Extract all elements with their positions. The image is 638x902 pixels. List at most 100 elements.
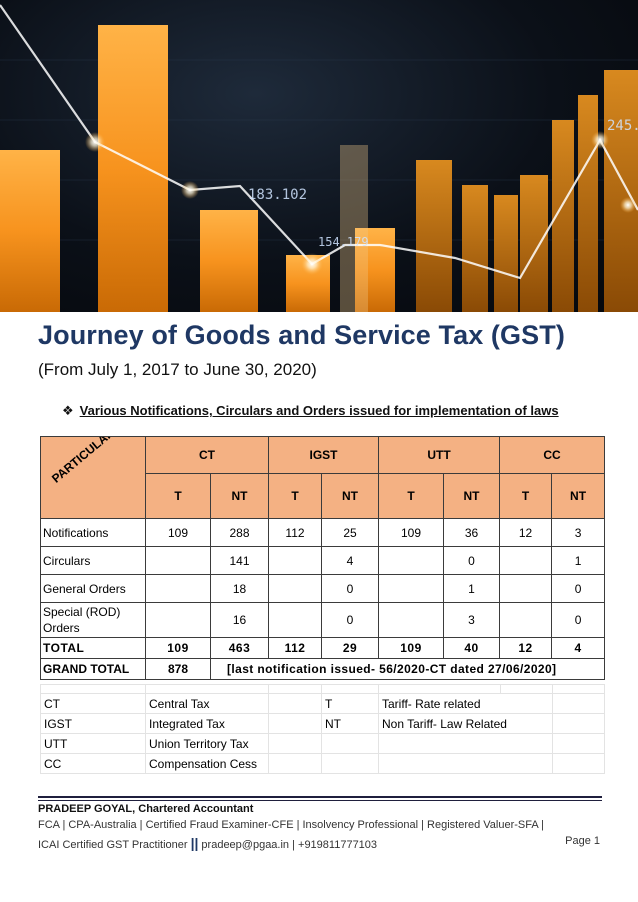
legend-meaning: Non Tariff- Law Related xyxy=(379,714,553,734)
row-label: Notifications xyxy=(41,519,146,547)
sub-header-cell: NT xyxy=(211,474,269,519)
hero-readout-2: 154.179 xyxy=(318,235,369,249)
table-cell: 0 xyxy=(444,547,500,575)
table-cell: 3 xyxy=(552,519,605,547)
legend-abbr: IGST xyxy=(41,714,146,734)
legend-abbr xyxy=(322,754,379,774)
legend-row: CC Compensation Cess xyxy=(41,754,605,774)
table-row-special-orders: Special (ROD) Orders 16 0 3 0 xyxy=(41,603,605,638)
table-cell: 16 xyxy=(211,603,269,638)
table-cell: 40 xyxy=(444,638,500,659)
table-cell xyxy=(146,603,211,638)
author-credentials: FCA | CPA-Australia | Certified Fraud Ex… xyxy=(38,819,544,831)
particulars-label: PARTICULARS xyxy=(49,437,123,486)
table-row-circulars: Circulars 141 4 0 1 xyxy=(41,547,605,575)
legend-abbr: CT xyxy=(41,694,146,714)
group-header-ct: CT xyxy=(146,437,269,474)
table-cell: 141 xyxy=(211,547,269,575)
legend-meaning: Compensation Cess xyxy=(146,754,269,774)
sub-header-cell: T xyxy=(379,474,444,519)
page-number: Page 1 xyxy=(565,835,600,847)
footer-separator: || xyxy=(191,835,199,851)
table-cell: 4 xyxy=(552,638,605,659)
group-header-igst: IGST xyxy=(269,437,379,474)
author-contact-line: ICAI Certified GST Practitioner || pradeep… xyxy=(38,835,377,851)
table-cell: 0 xyxy=(322,603,379,638)
abbreviation-legend-table: CT Central Tax T Tariff- Rate related IG… xyxy=(40,684,605,774)
hero-banner-image: 183.102 154.179 245.5 xyxy=(0,0,638,312)
table-cell: 463 xyxy=(211,638,269,659)
table-cell xyxy=(146,575,211,603)
legend-meaning xyxy=(379,754,553,774)
table-cell: 3 xyxy=(444,603,500,638)
row-label: General Orders xyxy=(41,575,146,603)
table-row-general-orders: General Orders 18 0 1 0 xyxy=(41,575,605,603)
legend-meaning xyxy=(379,734,553,754)
author-contact: pradeep@pgaa.in | +919811777103 xyxy=(201,839,377,851)
table-cell xyxy=(269,547,322,575)
legend-meaning: Central Tax xyxy=(146,694,269,714)
table-cell: 1 xyxy=(552,547,605,575)
table-cell: 109 xyxy=(146,638,211,659)
table-cell: 109 xyxy=(379,638,444,659)
diamond-bullet-icon: ❖ xyxy=(62,403,74,419)
legend-abbr: T xyxy=(322,694,379,714)
footer-divider xyxy=(38,800,602,801)
table-cell: 0 xyxy=(552,575,605,603)
legend-abbr: CC xyxy=(41,754,146,774)
legend-meaning: Integrated Tax xyxy=(146,714,269,734)
gst-summary-table: PARTICULARS CT IGST UTT CC T NT T NT T N… xyxy=(40,436,605,680)
sub-header-cell: NT xyxy=(444,474,500,519)
document-subtitle: (From July 1, 2017 to June 30, 2020) xyxy=(38,360,317,380)
table-cell: 36 xyxy=(444,519,500,547)
row-label: Circulars xyxy=(41,547,146,575)
table-cell xyxy=(379,547,444,575)
section-heading-text: Various Notifications, Circulars and Ord… xyxy=(80,403,559,418)
table-cell: 0 xyxy=(322,575,379,603)
table-cell: 109 xyxy=(379,519,444,547)
table-cell xyxy=(379,575,444,603)
table-cell xyxy=(146,547,211,575)
sub-header-cell: T xyxy=(500,474,552,519)
table-cell xyxy=(269,575,322,603)
table-cell xyxy=(500,575,552,603)
sub-header-cell: NT xyxy=(322,474,379,519)
table-cell: 12 xyxy=(500,519,552,547)
table-cell xyxy=(500,547,552,575)
grand-total-value: 878 xyxy=(146,659,211,680)
table-cell: 288 xyxy=(211,519,269,547)
table-cell: 12 xyxy=(500,638,552,659)
table-cell: 112 xyxy=(269,519,322,547)
legend-row: IGST Integrated Tax NT Non Tariff- Law R… xyxy=(41,714,605,734)
table-cell: 25 xyxy=(322,519,379,547)
sub-header-cell: NT xyxy=(552,474,605,519)
table-group-header-row: PARTICULARS CT IGST UTT CC xyxy=(41,437,605,474)
hero-chart-graphic: 183.102 154.179 245.5 xyxy=(0,0,638,312)
author-name: PRADEEP GOYAL, Chartered Accountant xyxy=(38,803,253,815)
legend-abbr: UTT xyxy=(41,734,146,754)
group-header-cc: CC xyxy=(500,437,605,474)
particulars-header-cell: PARTICULARS xyxy=(41,437,146,519)
footer-divider xyxy=(38,796,602,798)
legend-row: CT Central Tax T Tariff- Rate related xyxy=(41,694,605,714)
table-cell: 29 xyxy=(322,638,379,659)
hero-readout-3: 245.5 xyxy=(607,118,638,134)
document-title: Journey of Goods and Service Tax (GST) xyxy=(38,320,565,351)
legend-meaning: Tariff- Rate related xyxy=(379,694,553,714)
hero-readout-1: 183.102 xyxy=(248,187,307,203)
table-cell: 109 xyxy=(146,519,211,547)
table-cell: 0 xyxy=(552,603,605,638)
row-label: GRAND TOTAL xyxy=(41,659,146,680)
row-label: Special (ROD) Orders xyxy=(41,603,146,638)
table-cell xyxy=(379,603,444,638)
table-row-notifications: Notifications 109 288 112 25 109 36 12 3 xyxy=(41,519,605,547)
table-cell: 18 xyxy=(211,575,269,603)
table-cell: 112 xyxy=(269,638,322,659)
sub-header-cell: T xyxy=(146,474,211,519)
sub-header-cell: T xyxy=(269,474,322,519)
grand-total-note: [last notification issued- 56/2020-CT da… xyxy=(211,659,605,680)
legend-row: UTT Union Territory Tax xyxy=(41,734,605,754)
section-heading: ❖ Various Notifications, Circulars and Or… xyxy=(62,403,559,419)
legend-abbr xyxy=(322,734,379,754)
table-cell xyxy=(500,603,552,638)
